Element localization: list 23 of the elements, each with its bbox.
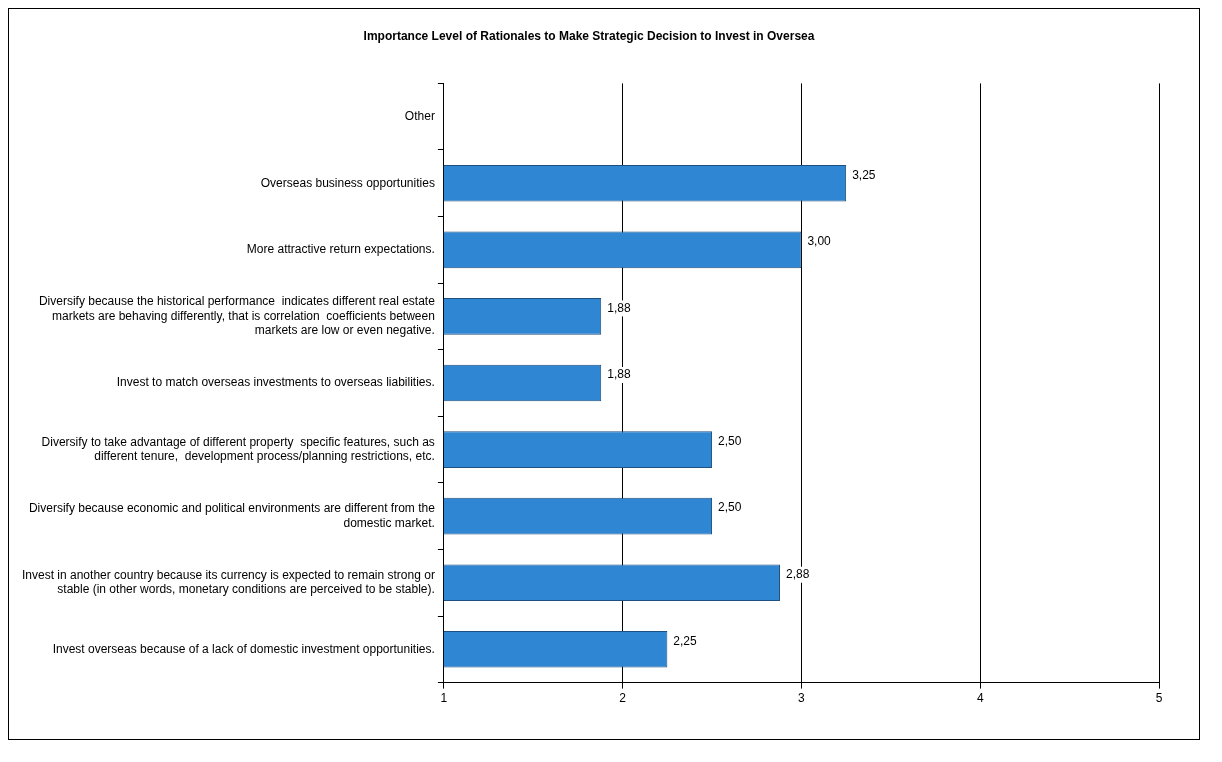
y-tick-label: Diversify because economic and political environments are different from the domestic market. xyxy=(28,501,436,530)
data-label: 2,25 xyxy=(673,633,698,648)
y-tick-label: Invest overseas because of a lack of domestic investment opportunities. xyxy=(52,641,435,656)
data-label: 1,88 xyxy=(607,300,631,315)
y-tick-label: Other xyxy=(404,109,435,123)
data-label: 2,50 xyxy=(718,500,742,515)
y-tick-label: More attractive return expectations. xyxy=(246,242,435,257)
y-tick-label: Invest in another country because its currency is expected to remain strong or stable (in other words, monetary conditions are perceived to be stable). xyxy=(22,567,435,597)
data-label: 2,50 xyxy=(718,433,742,448)
x-tick-label: 3 xyxy=(798,691,806,706)
data-label: 3,25 xyxy=(852,167,876,182)
y-tick-label: Diversify to take advantage of different property specific features, such as different tenure, development process/planning restrictions, etc. xyxy=(41,434,435,464)
x-tick-label: 5 xyxy=(1155,691,1163,706)
data-label: 2,88 xyxy=(785,567,810,582)
y-tick-label: Invest to match overseas investments to overseas liabilities. xyxy=(116,375,435,390)
y-tick-label: Diversify because the historical performance indicates different real estate markets are behaving differently, that is correlation coefficients between markets are low or even negative. xyxy=(38,294,436,338)
chart-title: Importance Level of Rationales to Make Strategic Decision to Invest in Oversea xyxy=(363,28,815,43)
x-tick-label: 1 xyxy=(440,691,448,706)
x-tick-label: 4 xyxy=(976,691,984,706)
data-label: 3,00 xyxy=(807,234,832,249)
y-tick-label: Overseas business opportunities xyxy=(260,175,435,190)
x-tick-label: 2 xyxy=(619,691,627,706)
data-label: 1,88 xyxy=(607,367,631,382)
